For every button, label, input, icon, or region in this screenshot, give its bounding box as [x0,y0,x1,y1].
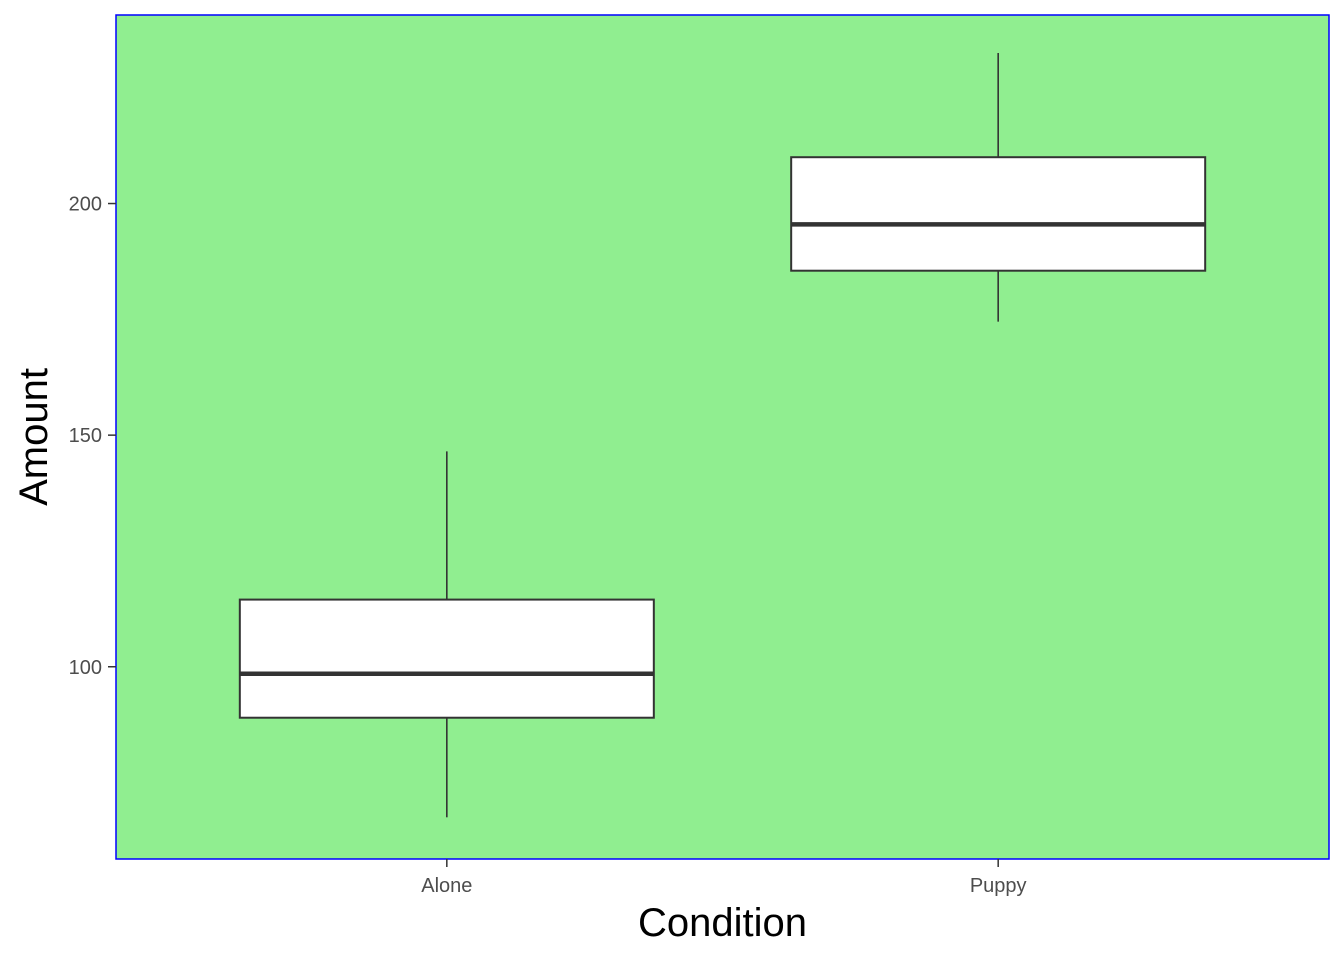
y-tick-label: 150 [69,425,102,447]
x-tick-label: Puppy [970,875,1027,897]
x-axis: Alone Puppy [421,859,1027,897]
box-alone [238,451,655,818]
box-iqr [790,156,1207,272]
y-axis: 100 150 200 [69,194,116,679]
y-tick-label: 200 [69,194,102,216]
y-tick-label: 100 [69,657,102,679]
plot-panel [115,14,1330,860]
box-puppy [790,52,1207,322]
box-marks [238,52,1207,818]
box-iqr [238,598,655,719]
y-axis-title: Amount [12,368,56,506]
x-tick-label: Alone [421,875,472,897]
x-axis-title: Condition [638,901,807,945]
